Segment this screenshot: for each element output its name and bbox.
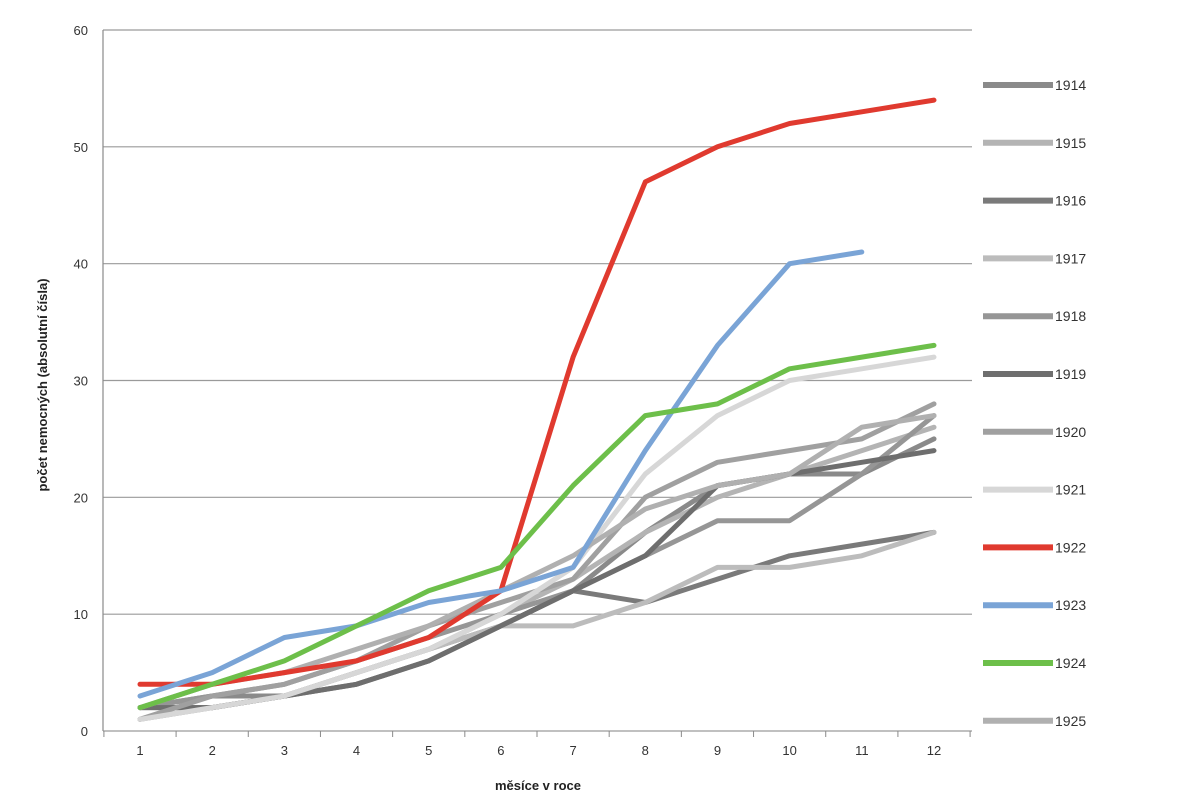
legend-label-1917: 1917 [1055,250,1086,266]
legend-label-1923: 1923 [1055,597,1086,613]
legend-label-1919: 1919 [1055,366,1086,382]
x-tick-label-2: 2 [209,743,216,758]
x-axis-title: měsíce v roce [495,778,581,793]
x-tick-label-8: 8 [642,743,649,758]
x-tick-label-6: 6 [497,743,504,758]
x-tick-label-11: 11 [855,743,869,758]
y-tick-label-50: 50 [74,140,88,155]
legend-label-1925: 1925 [1055,713,1086,729]
x-tick-label-3: 3 [281,743,288,758]
x-tick-label-1: 1 [136,743,143,758]
plot-area [137,97,937,722]
x-tick-label-10: 10 [782,743,796,758]
y-axis-ticks: 0 10 20 30 40 50 60 [74,23,88,739]
legend-label-1916: 1916 [1055,193,1086,209]
series-line-1922 [137,97,937,687]
x-tick-label-9: 9 [714,743,721,758]
series-line-1921 [137,354,937,722]
legend-label-1924: 1924 [1055,655,1086,671]
x-tick-label-12: 12 [927,743,941,758]
y-tick-label-20: 20 [74,490,88,505]
series-line-1924 [137,342,937,711]
y-tick-label-30: 30 [74,374,88,389]
y-tick-label-0: 0 [81,724,88,739]
x-tick-label-5: 5 [425,743,432,758]
legend-label-1918: 1918 [1055,308,1086,324]
y-tick-label-60: 60 [74,23,88,38]
legend-label-1915: 1915 [1055,135,1086,151]
legend-label-1920: 1920 [1055,424,1086,440]
x-tick-label-7: 7 [569,743,576,758]
legend-label-1921: 1921 [1055,482,1086,498]
legend-label-1922: 1922 [1055,539,1086,555]
legend: 1914 1915 1916 1917 1918 1919 1920 1921 1922 1923… [983,77,1086,729]
series-line-1917 [137,529,937,722]
legend-label-1914: 1914 [1055,77,1086,93]
y-tick-label-40: 40 [74,257,88,272]
gridlines [102,29,972,732]
series-line-1916 [137,529,937,711]
y-tick-label-10: 10 [74,607,88,622]
y-axis-title: počet nemocných (absolutní čísla) [35,278,50,491]
x-tick-label-4: 4 [353,743,360,758]
series-line-1923 [137,249,865,699]
x-axis-ticks: 1 2 3 4 5 6 7 8 9 10 11 12 [103,731,971,758]
